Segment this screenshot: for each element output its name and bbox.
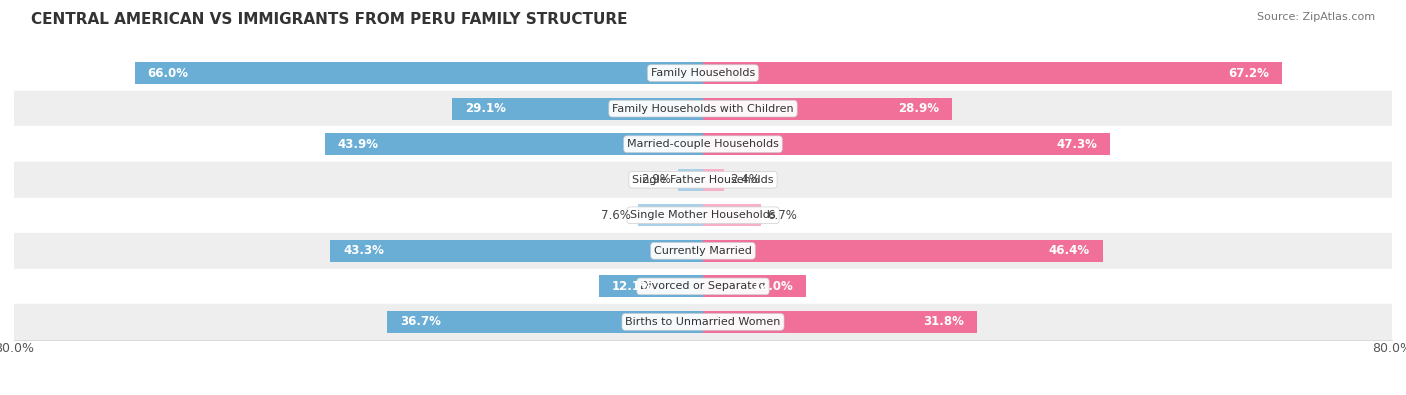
Text: 43.9%: 43.9% (337, 138, 378, 150)
Bar (703, 169, 724, 191)
Bar (14, 198, 1392, 233)
Bar (325, 133, 703, 155)
Text: Currently Married: Currently Married (654, 246, 752, 256)
Text: Family Households with Children: Family Households with Children (612, 103, 794, 114)
Bar (453, 98, 703, 120)
Bar (330, 240, 703, 262)
Text: 36.7%: 36.7% (399, 316, 440, 328)
Bar (678, 169, 703, 191)
Text: Divorced or Separated: Divorced or Separated (640, 281, 766, 292)
Text: 43.3%: 43.3% (343, 245, 384, 257)
Bar (14, 162, 1392, 198)
Text: Single Mother Households: Single Mother Households (630, 210, 776, 220)
Text: 46.4%: 46.4% (1049, 245, 1090, 257)
Bar (14, 55, 1392, 91)
Text: 2.9%: 2.9% (641, 173, 671, 186)
Bar (599, 275, 703, 297)
Text: Married-couple Households: Married-couple Households (627, 139, 779, 149)
Text: 6.7%: 6.7% (768, 209, 797, 222)
Text: 67.2%: 67.2% (1227, 67, 1268, 79)
Bar (703, 62, 1282, 84)
Bar (14, 126, 1392, 162)
Text: 28.9%: 28.9% (898, 102, 939, 115)
Text: 47.3%: 47.3% (1056, 138, 1098, 150)
Bar (703, 204, 761, 226)
Text: 12.0%: 12.0% (752, 280, 793, 293)
Text: 31.8%: 31.8% (924, 316, 965, 328)
Text: 7.6%: 7.6% (600, 209, 631, 222)
Bar (14, 269, 1392, 304)
Text: CENTRAL AMERICAN VS IMMIGRANTS FROM PERU FAMILY STRUCTURE: CENTRAL AMERICAN VS IMMIGRANTS FROM PERU… (31, 12, 627, 27)
Bar (387, 311, 703, 333)
Text: Source: ZipAtlas.com: Source: ZipAtlas.com (1257, 12, 1375, 22)
Bar (703, 98, 952, 120)
Text: 66.0%: 66.0% (148, 67, 188, 79)
Bar (14, 233, 1392, 269)
Bar (135, 62, 703, 84)
Text: 2.4%: 2.4% (731, 173, 761, 186)
Text: Family Households: Family Households (651, 68, 755, 78)
Bar (703, 311, 977, 333)
Text: Single Father Households: Single Father Households (633, 175, 773, 185)
Bar (637, 204, 703, 226)
Text: 29.1%: 29.1% (465, 102, 506, 115)
Bar (14, 304, 1392, 340)
Bar (703, 133, 1111, 155)
Bar (703, 275, 807, 297)
Bar (703, 240, 1102, 262)
Text: 12.1%: 12.1% (612, 280, 652, 293)
Text: Births to Unmarried Women: Births to Unmarried Women (626, 317, 780, 327)
Bar (14, 91, 1392, 126)
